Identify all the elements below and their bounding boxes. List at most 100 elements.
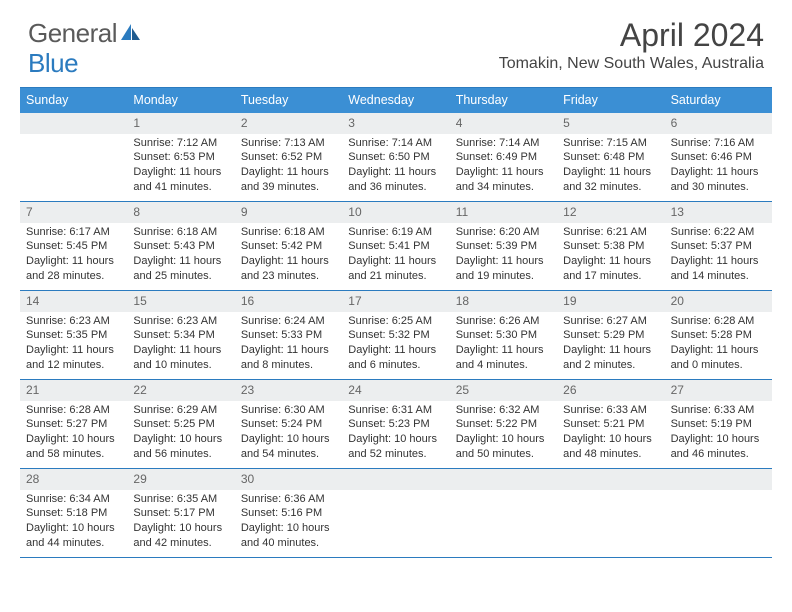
header: General April 2024 Tomakin, New South Wa… (0, 0, 792, 79)
sunrise-line: Sunrise: 6:28 AM (26, 403, 121, 418)
sunset-line: Sunset: 6:50 PM (348, 150, 443, 165)
sunset-line: Sunset: 5:38 PM (563, 239, 658, 254)
title-location: Tomakin, New South Wales, Australia (499, 55, 764, 73)
daylight-line: Daylight: 11 hours and 36 minutes. (348, 165, 443, 195)
daylight-line: Daylight: 10 hours and 52 minutes. (348, 432, 443, 462)
calendar-day-cell (20, 113, 127, 201)
weekday-header: Monday (127, 88, 234, 113)
day-body: Sunrise: 6:29 AMSunset: 5:25 PMDaylight:… (127, 401, 234, 466)
day-number: 28 (20, 469, 127, 489)
weekday-header-row: SundayMondayTuesdayWednesdayThursdayFrid… (20, 88, 772, 113)
day-body: Sunrise: 6:28 AMSunset: 5:28 PMDaylight:… (665, 312, 772, 377)
daylight-line: Daylight: 11 hours and 0 minutes. (671, 343, 766, 373)
daylight-line: Daylight: 10 hours and 50 minutes. (456, 432, 551, 462)
calendar-day-cell: 2Sunrise: 7:13 AMSunset: 6:52 PMDaylight… (235, 113, 342, 201)
day-number: 24 (342, 380, 449, 400)
sunset-line: Sunset: 5:43 PM (133, 239, 228, 254)
day-body: Sunrise: 6:27 AMSunset: 5:29 PMDaylight:… (557, 312, 664, 377)
calendar-day-cell: 4Sunrise: 7:14 AMSunset: 6:49 PMDaylight… (450, 113, 557, 201)
sunset-line: Sunset: 5:18 PM (26, 506, 121, 521)
day-number (557, 469, 664, 489)
calendar-day-cell: 17Sunrise: 6:25 AMSunset: 5:32 PMDayligh… (342, 291, 449, 379)
weekday-header: Wednesday (342, 88, 449, 113)
daylight-line: Daylight: 11 hours and 19 minutes. (456, 254, 551, 284)
sunrise-line: Sunrise: 7:16 AM (671, 136, 766, 151)
sunset-line: Sunset: 6:49 PM (456, 150, 551, 165)
calendar-day-cell: 1Sunrise: 7:12 AMSunset: 6:53 PMDaylight… (127, 113, 234, 201)
calendar-day-cell: 26Sunrise: 6:33 AMSunset: 5:21 PMDayligh… (557, 380, 664, 468)
day-number: 18 (450, 291, 557, 311)
sunrise-line: Sunrise: 6:33 AM (563, 403, 658, 418)
day-number: 1 (127, 113, 234, 133)
sunrise-line: Sunrise: 7:13 AM (241, 136, 336, 151)
day-number: 12 (557, 202, 664, 222)
daylight-line: Daylight: 11 hours and 30 minutes. (671, 165, 766, 195)
sunrise-line: Sunrise: 6:21 AM (563, 225, 658, 240)
calendar-week: 28Sunrise: 6:34 AMSunset: 5:18 PMDayligh… (20, 469, 772, 558)
day-body: Sunrise: 6:33 AMSunset: 5:21 PMDaylight:… (557, 401, 664, 466)
sunrise-line: Sunrise: 6:18 AM (133, 225, 228, 240)
day-number: 14 (20, 291, 127, 311)
calendar-day-cell (665, 469, 772, 557)
title-month: April 2024 (499, 18, 764, 53)
sunset-line: Sunset: 5:33 PM (241, 328, 336, 343)
sunrise-line: Sunrise: 6:30 AM (241, 403, 336, 418)
day-number: 13 (665, 202, 772, 222)
daylight-line: Daylight: 11 hours and 12 minutes. (26, 343, 121, 373)
day-body: Sunrise: 6:23 AMSunset: 5:34 PMDaylight:… (127, 312, 234, 377)
sunrise-line: Sunrise: 6:19 AM (348, 225, 443, 240)
weekday-header: Friday (557, 88, 664, 113)
calendar-day-cell: 24 Sunrise: 6:31 AMSunset: 5:23 PMDayligh… (342, 380, 449, 468)
sunrise-line: Sunrise: 6:36 AM (241, 492, 336, 507)
day-number: 25 (450, 380, 557, 400)
daylight-line: Daylight: 11 hours and 10 minutes. (133, 343, 228, 373)
sunset-line: Sunset: 5:45 PM (26, 239, 121, 254)
calendar-day-cell: 27Sunrise: 6:33 AMSunset: 5:19 PMDayligh… (665, 380, 772, 468)
day-body: Sunrise: 6:30 AMSunset: 5:24 PMDaylight:… (235, 401, 342, 466)
sunrise-line: Sunrise: 6:35 AM (133, 492, 228, 507)
weekday-header: Sunday (20, 88, 127, 113)
daylight-line: Daylight: 10 hours and 48 minutes. (563, 432, 658, 462)
sunrise-line: Sunrise: 6:25 AM (348, 314, 443, 329)
calendar-day-cell: 8Sunrise: 6:18 AMSunset: 5:43 PMDaylight… (127, 202, 234, 290)
sunrise-line: Sunrise: 6:31 AM (348, 403, 443, 418)
day-body: Sunrise: 7:13 AMSunset: 6:52 PMDaylight:… (235, 134, 342, 199)
day-body: Sunrise: 7:15 AMSunset: 6:48 PMDaylight:… (557, 134, 664, 199)
sunset-line: Sunset: 5:23 PM (348, 417, 443, 432)
daylight-line: Daylight: 11 hours and 34 minutes. (456, 165, 551, 195)
daylight-line: Daylight: 10 hours and 46 minutes. (671, 432, 766, 462)
sunset-line: Sunset: 5:39 PM (456, 239, 551, 254)
day-number: 3 (342, 113, 449, 133)
daylight-line: Daylight: 11 hours and 6 minutes. (348, 343, 443, 373)
day-body: Sunrise: 6:21 AMSunset: 5:38 PMDaylight:… (557, 223, 664, 288)
sunrise-line: Sunrise: 6:28 AM (671, 314, 766, 329)
sunrise-line: Sunrise: 6:17 AM (26, 225, 121, 240)
day-body: Sunrise: 6:18 AMSunset: 5:42 PMDaylight:… (235, 223, 342, 288)
sunset-line: Sunset: 5:41 PM (348, 239, 443, 254)
sunset-line: Sunset: 5:30 PM (456, 328, 551, 343)
day-number: 4 (450, 113, 557, 133)
daylight-line: Daylight: 10 hours and 40 minutes. (241, 521, 336, 551)
sunrise-line: Sunrise: 7:14 AM (348, 136, 443, 151)
day-number (665, 469, 772, 489)
day-number: 8 (127, 202, 234, 222)
day-number: 16 (235, 291, 342, 311)
sunrise-line: Sunrise: 7:12 AM (133, 136, 228, 151)
daylight-line: Daylight: 11 hours and 28 minutes. (26, 254, 121, 284)
sunrise-line: Sunrise: 6:32 AM (456, 403, 551, 418)
calendar-day-cell (557, 469, 664, 557)
day-number: 10 (342, 202, 449, 222)
sunset-line: Sunset: 5:19 PM (671, 417, 766, 432)
logo-sail-icon (120, 22, 142, 42)
calendar-day-cell: 23Sunrise: 6:30 AMSunset: 5:24 PMDayligh… (235, 380, 342, 468)
sunrise-line: Sunrise: 6:29 AM (133, 403, 228, 418)
daylight-line: Daylight: 11 hours and 32 minutes. (563, 165, 658, 195)
logo-text-general: General (28, 18, 117, 49)
calendar-day-cell: 16Sunrise: 6:24 AMSunset: 5:33 PMDayligh… (235, 291, 342, 379)
day-number (450, 469, 557, 489)
calendar-day-cell: 25Sunrise: 6:32 AMSunset: 5:22 PMDayligh… (450, 380, 557, 468)
day-body: Sunrise: 6:25 AMSunset: 5:32 PMDaylight:… (342, 312, 449, 377)
sunrise-line: Sunrise: 6:22 AM (671, 225, 766, 240)
day-number: 5 (557, 113, 664, 133)
day-number: 21 (20, 380, 127, 400)
